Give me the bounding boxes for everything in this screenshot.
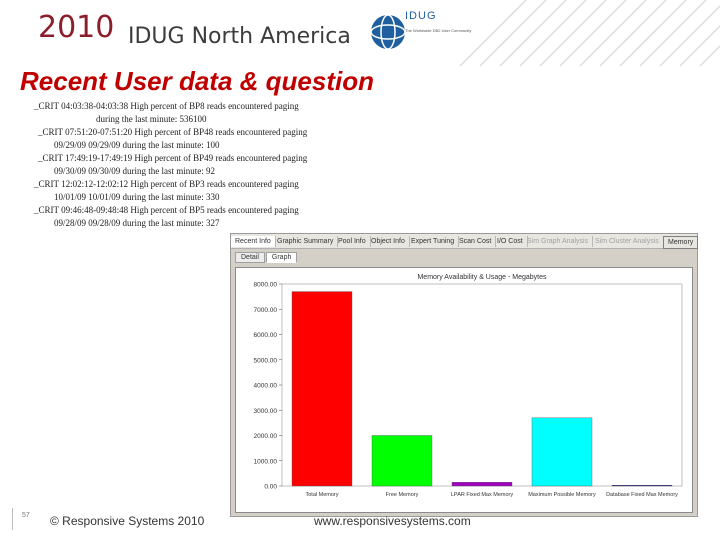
subtab-graph[interactable]: Graph (265, 252, 298, 263)
app-window: Recent Info Graphic Summary Pool Info Ob… (230, 233, 699, 517)
x-tick-label: Maximum Possible Memory (528, 492, 596, 498)
bar-4 (611, 485, 673, 487)
decorative-stripes (459, 0, 720, 66)
subtab-detail[interactable]: Detail (235, 252, 265, 263)
y-tick-label: 4000.00 (254, 383, 278, 390)
y-tick-label: 3000.00 (254, 408, 278, 415)
tab-object-info[interactable]: Object Info (367, 236, 410, 247)
header-band: 2010 IDUG North America IDUG The Worldwi… (0, 0, 720, 66)
footer-url: www.responsivesystems.com (314, 514, 471, 528)
tab-sim-graph-analysis[interactable]: Sim Graph Analysis (523, 236, 594, 247)
tab-expert-tuning[interactable]: Expert Tuning (407, 236, 460, 247)
footer-divider (12, 508, 13, 530)
tab-bar: Recent Info Graphic Summary Pool Info Ob… (231, 234, 699, 249)
conference-name: IDUG North America (128, 24, 351, 49)
x-tick-label: Database Fixed Max Memory (606, 492, 678, 498)
log-line: _CRIT 12:02:12-12:02:12 High percent of … (34, 179, 299, 189)
log-line: _CRIT 04:03:38-04:03:38 High percent of … (34, 101, 299, 111)
bar-0 (291, 291, 353, 487)
y-tick-label: 0.00 (264, 484, 277, 491)
page-number: 57 (22, 512, 30, 519)
memory-bar-chart: Memory Availability & Usage - Megabytes 8… (254, 274, 683, 498)
tab-recent-info[interactable]: Recent Info (231, 236, 276, 247)
tab-memory[interactable]: Memory (663, 236, 699, 249)
bar-2 (451, 482, 513, 487)
tab-graphic-summary[interactable]: Graphic Summary (273, 236, 339, 247)
slide-title: Recent User data & question (20, 66, 374, 96)
y-tick-label: 8000.00 (254, 282, 278, 289)
tab-pool-info[interactable]: Pool Info (334, 236, 371, 247)
alert-log: _CRIT 04:03:38-04:03:38 High percent of … (34, 100, 404, 230)
log-line: during the last minute: 536100 (96, 114, 207, 124)
y-tick-label: 2000.00 (254, 433, 278, 440)
x-tick-label: Free Memory (386, 492, 419, 498)
chart-title: Memory Availability & Usage - Megabytes (417, 274, 547, 281)
bar-3 (531, 417, 593, 487)
x-tick-label: Total Memory (305, 492, 338, 498)
log-line: 09/28/09 09/28/09 during the last minute… (54, 218, 220, 228)
x-tick-label: LPAR Fixed Max Memory (451, 492, 513, 498)
tab-scan-cost[interactable]: Scan Cost (455, 236, 497, 247)
conference-year: 2010 (38, 10, 115, 45)
idug-logo-text: IDUG (405, 10, 437, 22)
tab-sim-cluster-analysis[interactable]: Sim Cluster Analysis (591, 236, 664, 247)
footer-copyright: © Responsive Systems 2010 (50, 514, 205, 528)
tab-io-cost[interactable]: I/O Cost (493, 236, 528, 247)
log-line: 09/30/09 09/30/09 during the last minute… (54, 166, 215, 176)
log-line: _CRIT 07:51:20-07:51:20 High percent of … (38, 127, 308, 137)
chart-panel: Memory Availability & Usage - Megabytes 8… (235, 267, 693, 513)
log-line: 10/01/09 10/01/09 during the last minute… (54, 192, 220, 202)
y-tick-label: 6000.00 (254, 332, 278, 339)
sub-tabs: Detail Graph (235, 252, 298, 264)
y-tick-label: 1000.00 (254, 458, 278, 465)
log-line: _CRIT 17:49:19-17:49:19 High percent of … (38, 153, 308, 163)
bar-1 (371, 435, 433, 487)
idug-globe-icon (370, 14, 406, 50)
y-tick-label: 7000.00 (254, 307, 278, 314)
log-line: _CRIT 09:46:48-09:48:48 High percent of … (34, 205, 299, 215)
log-line: 09/29/09 09/29/09 during the last minute… (54, 140, 220, 150)
idug-logo-tagline: The Worldwide DB2 User Community (405, 28, 472, 33)
y-tick-label: 5000.00 (254, 357, 278, 364)
